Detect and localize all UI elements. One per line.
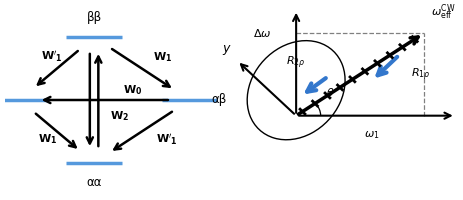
Text: $\mathbf{W_0}$: $\mathbf{W_0}$ <box>123 83 142 97</box>
Text: $\mathbf{W'_1}$: $\mathbf{W'_1}$ <box>156 132 177 147</box>
Text: $\theta$: $\theta$ <box>325 86 334 98</box>
Text: αα: αα <box>86 176 102 189</box>
Text: y: y <box>223 42 230 55</box>
Text: ββ: ββ <box>87 11 102 24</box>
Text: $\mathbf{W_1}$: $\mathbf{W_1}$ <box>153 50 172 64</box>
Text: z: z <box>293 0 300 2</box>
Text: $\mathbf{W_1}$: $\mathbf{W_1}$ <box>38 132 57 146</box>
Text: $\omega_{\mathrm{eff}}^{\mathrm{CW}}$: $\omega_{\mathrm{eff}}^{\mathrm{CW}}$ <box>431 2 456 22</box>
Text: $\omega_1$: $\omega_1$ <box>364 129 380 141</box>
Text: $\mathbf{W_2}$: $\mathbf{W_2}$ <box>110 109 129 123</box>
Text: αβ: αβ <box>211 94 226 106</box>
Text: $R_{2\rho}$: $R_{2\rho}$ <box>287 54 306 71</box>
Text: $\Delta\omega$: $\Delta\omega$ <box>253 27 272 39</box>
Text: $R_{1\rho}$: $R_{1\rho}$ <box>412 66 431 83</box>
Text: $\mathbf{W'_1}$: $\mathbf{W'_1}$ <box>41 49 63 64</box>
